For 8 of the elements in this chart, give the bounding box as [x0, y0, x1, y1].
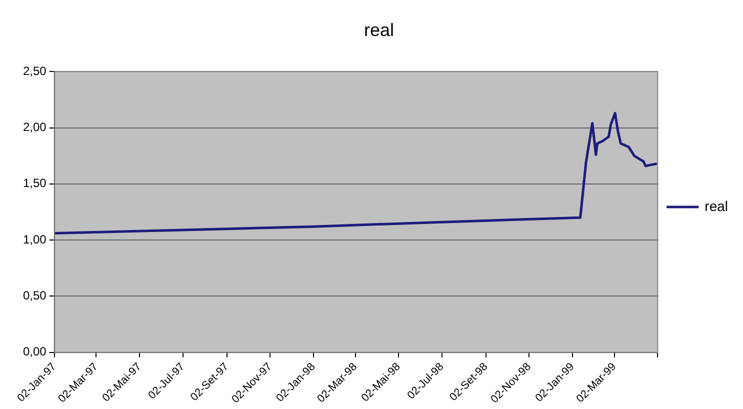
y-tick-label: 2,50	[22, 64, 47, 78]
y-tick-label: 1,00	[22, 232, 47, 246]
y-tick-label: 0,50	[22, 288, 47, 303]
y-tick-label: 0,00	[22, 344, 47, 359]
y-tick-label: 1,50	[22, 176, 47, 190]
legend-label: real	[704, 198, 728, 214]
y-tick-label: 2,00	[22, 120, 47, 134]
chart-title: real	[364, 20, 394, 40]
